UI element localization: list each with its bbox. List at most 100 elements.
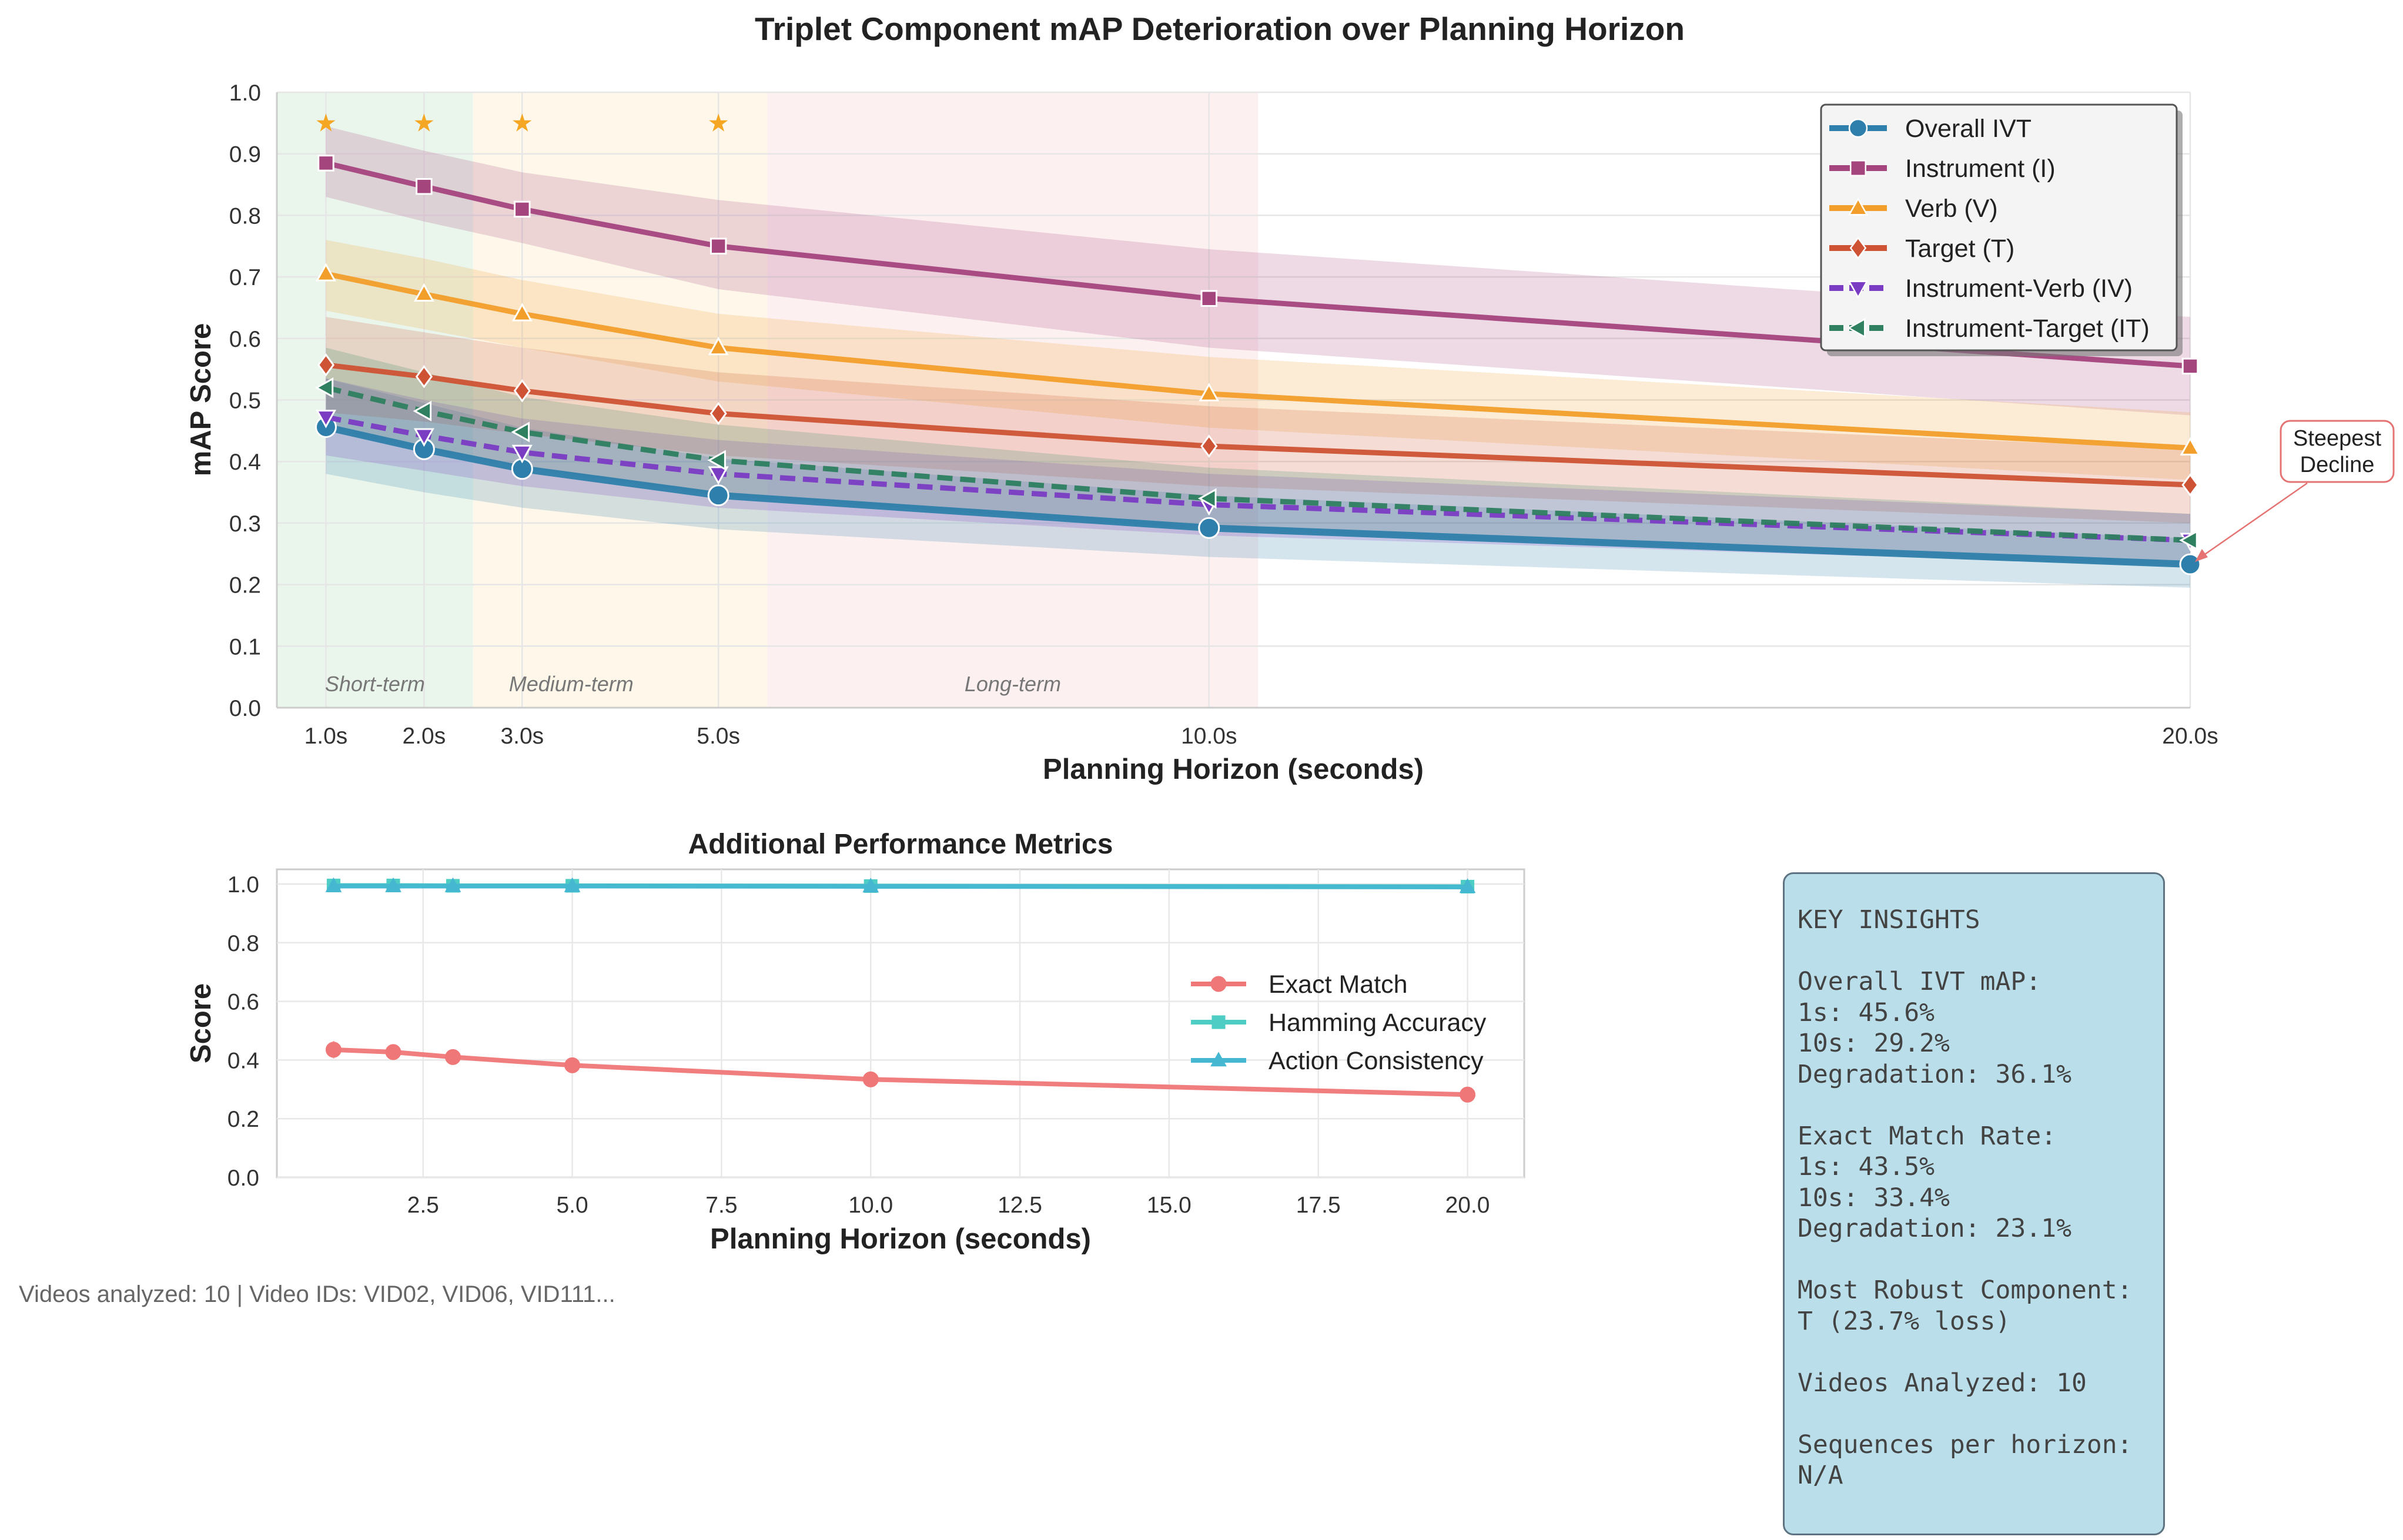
point-instrument-target-it [413,400,432,421]
sub-x-tick-label: 20.0 [1445,1193,1490,1218]
point-instrument-i [317,155,334,172]
insight-line [1798,1244,2163,1275]
sub-x-tick-label: 17.5 [1296,1193,1341,1218]
sub-legend-label-exact-match: Exact Match [1269,970,1408,999]
legend-marker-target-t [1849,236,1867,260]
insight-line [1798,1337,2163,1368]
point-target-t [2181,473,2199,497]
insight-line: Overall IVT mAP: [1798,967,2041,996]
point-target-t [513,379,531,403]
annotation-box [2280,420,2395,483]
point-verb-v [315,263,337,282]
point-verb-v [1199,383,1220,401]
y-tick-label: 0.5 [229,389,261,414]
legend-marker-overall-ivt [1848,118,1868,138]
y-tick-label: 0.9 [229,142,261,168]
insight-line: Videos Analyzed: 10 [1798,1368,2087,1398]
insight-line: 1s: 43.5% [1798,1152,1935,1181]
series-line-verb-v [325,271,2191,451]
y-tick-label: 0.0 [229,696,261,721]
sub-point-exact-match [862,1071,879,1087]
series-line-instrument-verb-iv [325,414,2191,543]
sub-point-action-consistency [862,878,879,893]
sub-x-tick-label: 5.0 [556,1193,588,1218]
sub-point-action-consistency [1459,878,1476,893]
sub-legend-label-hamming-accuracy: Hamming Accuracy [1269,1009,1487,1037]
sub-x-axis-label: Planning Horizon (seconds) [710,1223,1091,1255]
y-tick-label: 0.4 [229,450,261,475]
point-instrument-verb-iv [413,428,434,447]
insight-line [1798,1398,2163,1429]
point-overall-ivt [1198,517,1220,539]
main-chart: Short-term Medium-term Long-term ★ ★ ★ ★ 0.0 0.1… [185,81,2395,785]
significance-star: ★ [707,108,729,137]
sub-y-tick-label: 1.0 [227,872,259,898]
insight-line: N/A [1798,1461,1843,1490]
sub-y-tick-label: 0.6 [227,990,259,1015]
point-verb-v [708,336,729,356]
insight-line: Most Robust Component: [1798,1275,2133,1305]
sub-x-tick-label: 2.5 [407,1193,439,1218]
sub-y-tick-label: 0.4 [227,1048,259,1073]
y-tick-label: 0.1 [229,634,261,659]
point-verb-v [511,303,533,322]
annotation-arrowhead [2195,549,2208,563]
x-tick-label: 10.0s [1181,724,1237,749]
key-insights-box: KEY INSIGHTS Overall IVT mAP: 1s: 45.6% 10s… [1783,872,2165,1535]
x-tick-label: 5.0s [697,724,740,749]
sub-y-tick-label: 0.0 [227,1166,259,1191]
insight-line [1798,1090,2163,1121]
insight-line: Sequences per horizon: [1798,1429,2133,1459]
significance-star: ★ [511,108,533,137]
sub-point-action-consistency [444,877,461,892]
point-instrument-target-it [1197,488,1217,509]
sub-legend-label-action-consistency: Action Consistency [1269,1047,1484,1075]
x-tick-label: 1.0s [304,724,348,749]
legend-marker-instrument-i [1850,160,1866,176]
legend-label-instrument-i: Instrument (I) [1905,155,2056,183]
sub-x-tick-label: 15.0 [1147,1193,1192,1218]
point-overall-ivt [707,484,729,507]
point-verb-v [2180,437,2201,456]
sub-plot-area [276,868,1525,1179]
band-instrument-i [326,126,2191,416]
series-line-target-t [325,362,2191,488]
band-overall-ivt [326,378,2191,588]
sub-y-tick-label: 0.8 [227,931,259,956]
sub-point-exact-match [445,1049,461,1065]
sub-series-line-exact-match [333,1047,1468,1097]
annotation-label: Steepest [2293,426,2381,451]
point-instrument-verb-iv [315,410,337,428]
point-instrument-target-it [314,377,334,399]
insight-line: 10s: 29.2% [1798,1029,1950,1058]
series-line-instrument-i [325,160,2191,369]
sub-point-action-consistency [564,877,581,892]
y-tick-label: 0.8 [229,203,261,229]
x-axis-label: Planning Horizon (seconds) [1043,754,1424,785]
legend [1820,103,2178,351]
region-label-short-term: Short-term [325,672,425,696]
point-instrument-target-it [707,450,726,471]
sub-legend-marker-hamming-accuracy [1211,1015,1226,1029]
insight-line: KEY INSIGHTS [1798,905,1980,935]
insight-line: Degradation: 36.1% [1798,1059,2071,1089]
sub-y-tick-label: 0.2 [227,1107,259,1132]
legend-label-instrument-verb-iv: Instrument-Verb (IV) [1905,274,2133,303]
point-instrument-verb-iv [708,466,729,485]
region-label-long-term: Long-term [965,672,1061,696]
point-instrument-target-it [2179,530,2198,551]
annotation-label: Decline [2300,453,2375,477]
x-tick-label: 20.0s [2162,724,2218,749]
point-target-t [415,364,433,389]
legend-label-overall-ivt: Overall IVT [1905,115,2031,143]
point-instrument-i [416,178,433,195]
series-line-instrument-target-it [325,385,2191,543]
x-tick-label: 2.0s [403,724,446,749]
sub-point-exact-match [385,1044,401,1060]
y-tick-label: 0.3 [229,511,261,537]
legend-marker-instrument-target-it [1847,317,1866,339]
insight-line: Degradation: 23.1% [1798,1214,2071,1243]
region-label-medium-term: Medium-term [509,672,634,696]
annotation-arrow [2197,482,2308,561]
legend-label-instrument-target-it: Instrument-Target (IT) [1905,314,2150,343]
